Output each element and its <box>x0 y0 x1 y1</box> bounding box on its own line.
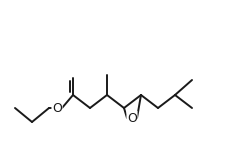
Text: O: O <box>52 102 62 114</box>
Text: O: O <box>127 111 137 125</box>
